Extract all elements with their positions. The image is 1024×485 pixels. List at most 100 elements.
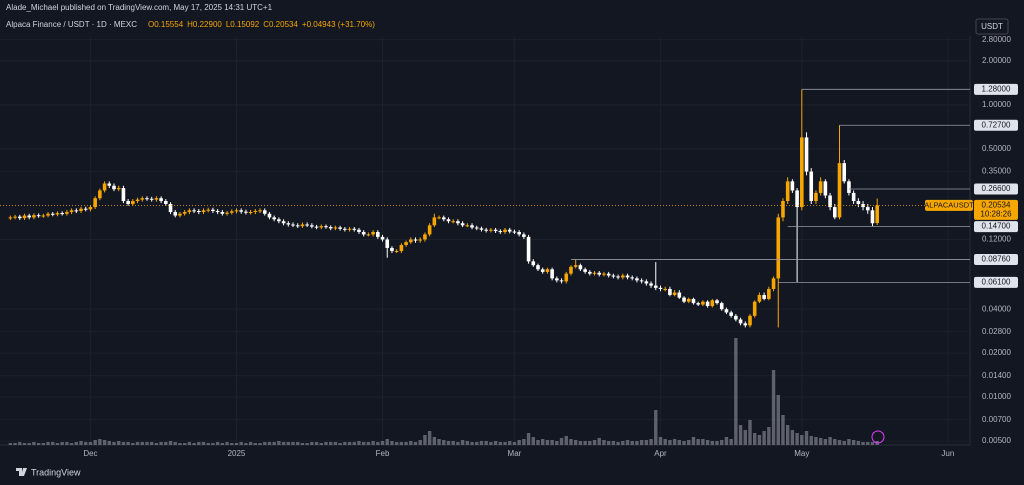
volume-bar [606, 441, 611, 445]
volume-bar [418, 440, 422, 445]
candle-body [762, 295, 766, 299]
candle-body [357, 229, 361, 233]
volume-bar [112, 442, 116, 445]
candle-body [267, 213, 272, 218]
volume-bar [682, 441, 686, 445]
volume-bar [32, 442, 36, 445]
volume-bar [743, 430, 747, 445]
volume-bar [588, 441, 592, 445]
candle-body [60, 213, 64, 215]
volume-bar [616, 442, 620, 445]
candle-body [333, 227, 338, 229]
candle-body [856, 201, 861, 204]
volume-bar [206, 443, 210, 445]
volume-bar [578, 441, 583, 445]
candle-body [526, 236, 531, 262]
candle-body [423, 234, 427, 240]
y-tick-label: 0.02000 [982, 348, 1011, 357]
volume-bar [776, 395, 780, 445]
candle-body [324, 226, 328, 228]
candle-body [795, 190, 799, 208]
volume-bar [573, 440, 578, 445]
candle-body [295, 225, 300, 227]
volume-bar [291, 442, 295, 445]
volume-bar [630, 441, 634, 445]
volume-bar [738, 425, 743, 445]
volume-bar [234, 443, 239, 445]
candle-body [88, 207, 93, 210]
candle-body [215, 211, 220, 213]
volume-bar [164, 442, 168, 445]
volume-bar [635, 441, 639, 445]
candle-body [668, 288, 672, 296]
volume-bar [149, 442, 154, 445]
candle-body [300, 224, 305, 227]
candle-body [135, 199, 140, 202]
candle-body [781, 201, 785, 218]
candle-body [767, 288, 771, 299]
x-tick-label: Mar [508, 449, 522, 458]
volume-bar [277, 441, 281, 445]
candle-body [677, 292, 682, 298]
candle-body [112, 185, 116, 190]
volume-bar [757, 435, 762, 445]
volume-bar [159, 442, 163, 445]
volume-bar [338, 443, 342, 445]
candle-body [206, 209, 211, 211]
candle-body [536, 265, 540, 270]
candle-body [611, 275, 616, 277]
volume-bar [442, 440, 446, 445]
y-tick-label: 0.01400 [982, 371, 1011, 380]
volume-bar [847, 439, 851, 445]
volume-bar [41, 443, 46, 445]
volume-bar [310, 442, 314, 445]
volume-bar [818, 438, 823, 445]
candle-body [790, 181, 795, 191]
symbol-tag [925, 199, 973, 211]
candle-body [809, 171, 814, 202]
y-tick-label: 0.04000 [982, 304, 1011, 313]
candle-body [149, 198, 154, 200]
candle-body [545, 269, 550, 272]
candle-body [724, 309, 729, 313]
currency-label[interactable]: USDT [981, 22, 1003, 31]
candle-body [597, 272, 602, 275]
volume-bar [479, 441, 484, 445]
volume-bar [8, 443, 13, 445]
candle-body [338, 227, 342, 229]
overlay-layer: 1.28000 0.72700 0.26600 0.14700 0.08760 0.061… [0, 83, 1018, 288]
candle-body [187, 210, 192, 213]
candle-body [682, 297, 686, 302]
volume-bar [550, 440, 554, 445]
y-tick-label: 0.00700 [982, 415, 1011, 424]
volume-bar [36, 443, 41, 445]
volume-bar [376, 442, 380, 445]
volume-bar [296, 442, 300, 445]
candle-body [658, 287, 663, 289]
candle-body [531, 261, 536, 266]
alert-icon[interactable] [871, 430, 885, 444]
volume-bar [244, 443, 248, 445]
y-tick-label: 0.12000 [982, 235, 1011, 244]
candle-body [399, 245, 404, 252]
grid: 2.80000 2.00000 1.00000 0.50000 0.35000 0.120… [0, 35, 1011, 458]
currency-button[interactable] [975, 18, 1009, 35]
volume-bar [427, 431, 432, 445]
volume-bar [135, 442, 140, 445]
candle-body [715, 300, 719, 304]
volume-bar [394, 442, 399, 445]
volume-bar [729, 439, 733, 445]
volume-bar [654, 410, 658, 445]
volume-bar [705, 440, 710, 445]
candle-body [131, 201, 135, 204]
candle-body [196, 211, 201, 213]
volume-bar [762, 431, 766, 445]
level-tag [974, 253, 1018, 265]
candle-body [804, 137, 809, 172]
volume-bar [192, 443, 196, 445]
volume-bar [687, 440, 691, 445]
volume-bar [366, 442, 371, 445]
volume-bar [668, 440, 672, 445]
candle-body [390, 247, 394, 252]
